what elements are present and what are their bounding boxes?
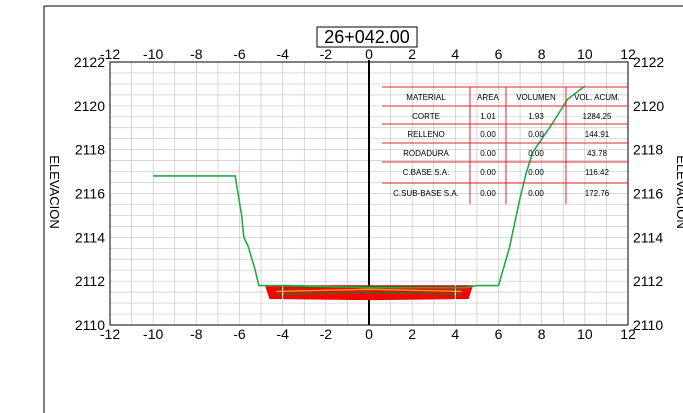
y-tick-label-right: 2112	[633, 273, 663, 289]
y-axis-label-left: ELEVACION	[47, 155, 62, 228]
x-tick-label-top: 4	[451, 46, 459, 62]
y-tick-label-left: 2116	[75, 186, 105, 202]
table-value-cell: 0.00	[528, 130, 544, 139]
x-tick-label-bottom: 8	[538, 326, 546, 342]
x-tick-label-bottom: -6	[233, 326, 246, 342]
station-title: 26+042.00	[324, 27, 410, 47]
x-tick-label-bottom: -2	[320, 326, 333, 342]
terrain-line	[153, 85, 586, 289]
table-value-cell: 1.93	[528, 112, 544, 121]
table-value-cell: 0.00	[480, 189, 496, 198]
y-axis-label-right: ELEVACION	[674, 155, 683, 228]
pavement-layer-line	[276, 288, 462, 293]
x-tick-label-top: 2	[408, 46, 416, 62]
table-material-cell: CORTE	[412, 112, 440, 121]
x-tick-label-top: 0	[365, 46, 373, 62]
table-value-cell: 144.91	[585, 130, 610, 139]
x-tick-label-bottom: -10	[143, 326, 163, 342]
pavement-layer-line	[276, 291, 462, 296]
x-tick-label-top: -6	[233, 46, 246, 62]
table-header: VOLUMEN	[516, 93, 556, 102]
table-value-cell: 172.76	[585, 189, 610, 198]
x-tick-label-top: 12	[620, 46, 636, 62]
table-material-cell: RODADURA	[403, 149, 449, 158]
x-tick-label-bottom: 10	[577, 326, 593, 342]
table-value-cell: 0.00	[480, 168, 496, 177]
x-tick-label-top: -10	[143, 46, 163, 62]
y-tick-label-left: 2110	[75, 317, 105, 333]
y-tick-label-left: 2120	[74, 98, 105, 114]
y-tick-label-right: 2118	[633, 142, 663, 158]
table-material-cell: C.BASE S.A.	[403, 168, 450, 177]
table-header: MATERIAL	[406, 93, 446, 102]
table-value-cell: 43.78	[587, 149, 608, 158]
y-tick-label-left: 2118	[75, 142, 105, 158]
x-tick-label-top: -12	[100, 46, 120, 62]
x-tick-label-top: 10	[577, 46, 593, 62]
x-tick-label-top: 6	[495, 46, 503, 62]
table-header: AREA	[477, 93, 499, 102]
x-tick-label-top: -4	[276, 46, 289, 62]
table-material-cell: RELLENO	[407, 130, 444, 139]
terrain-profile	[153, 85, 586, 289]
x-tick-label-bottom: 4	[451, 326, 459, 342]
table-value-cell: 0.00	[528, 168, 544, 177]
y-tick-label-right: 2114	[633, 229, 663, 245]
table-value-cell: 0.00	[480, 149, 496, 158]
plot-area-border	[109, 60, 629, 326]
table-value-cell: 116.42	[585, 168, 609, 177]
table-value-cell: 1.01	[480, 112, 496, 121]
table-header: VOL. ACUM.	[574, 93, 620, 102]
x-tick-label-bottom: -12	[100, 326, 120, 342]
pavement-section	[264, 281, 474, 301]
y-tick-label-right: 2120	[633, 98, 664, 114]
material-volume-table: MATERIAL AREA VOLUMEN VOL. ACUM. CORTE 1.01 1.…	[382, 86, 628, 204]
x-tick-label-top: 8	[538, 46, 546, 62]
table-value-cell: 1284.25	[583, 112, 612, 121]
y-tick-label-right: 2122	[633, 54, 664, 70]
table-material-cell: C.SUB-BASE S.A.	[393, 189, 459, 198]
x-tick-label-bottom: -4	[276, 326, 289, 342]
tick-labels: -12 -12 -10 -10 -8 -8 -6 -6 -4 -4 -2 -2 0 0 2 2 4 4 6 6 8 8 10…	[74, 46, 665, 342]
y-tick-label-left: 2122	[74, 54, 105, 70]
station-title-box	[316, 26, 418, 48]
table-value-cell: 0.00	[480, 130, 496, 139]
y-tick-label-right: 2116	[633, 186, 663, 202]
x-tick-label-bottom: 0	[365, 326, 373, 342]
table-value-cell: 0.00	[528, 149, 544, 158]
y-tick-label-left: 2112	[75, 273, 105, 289]
x-tick-label-bottom: -8	[190, 326, 203, 342]
x-tick-label-bottom: 2	[408, 326, 416, 342]
y-tick-label-left: 2114	[75, 229, 105, 245]
x-tick-label-bottom: 12	[620, 326, 636, 342]
x-tick-label-top: -2	[320, 46, 333, 62]
x-tick-label-top: -8	[190, 46, 203, 62]
table-value-cell: 0.00	[528, 189, 544, 198]
x-tick-label-bottom: 6	[495, 326, 503, 342]
y-tick-label-right: 2110	[633, 317, 663, 333]
